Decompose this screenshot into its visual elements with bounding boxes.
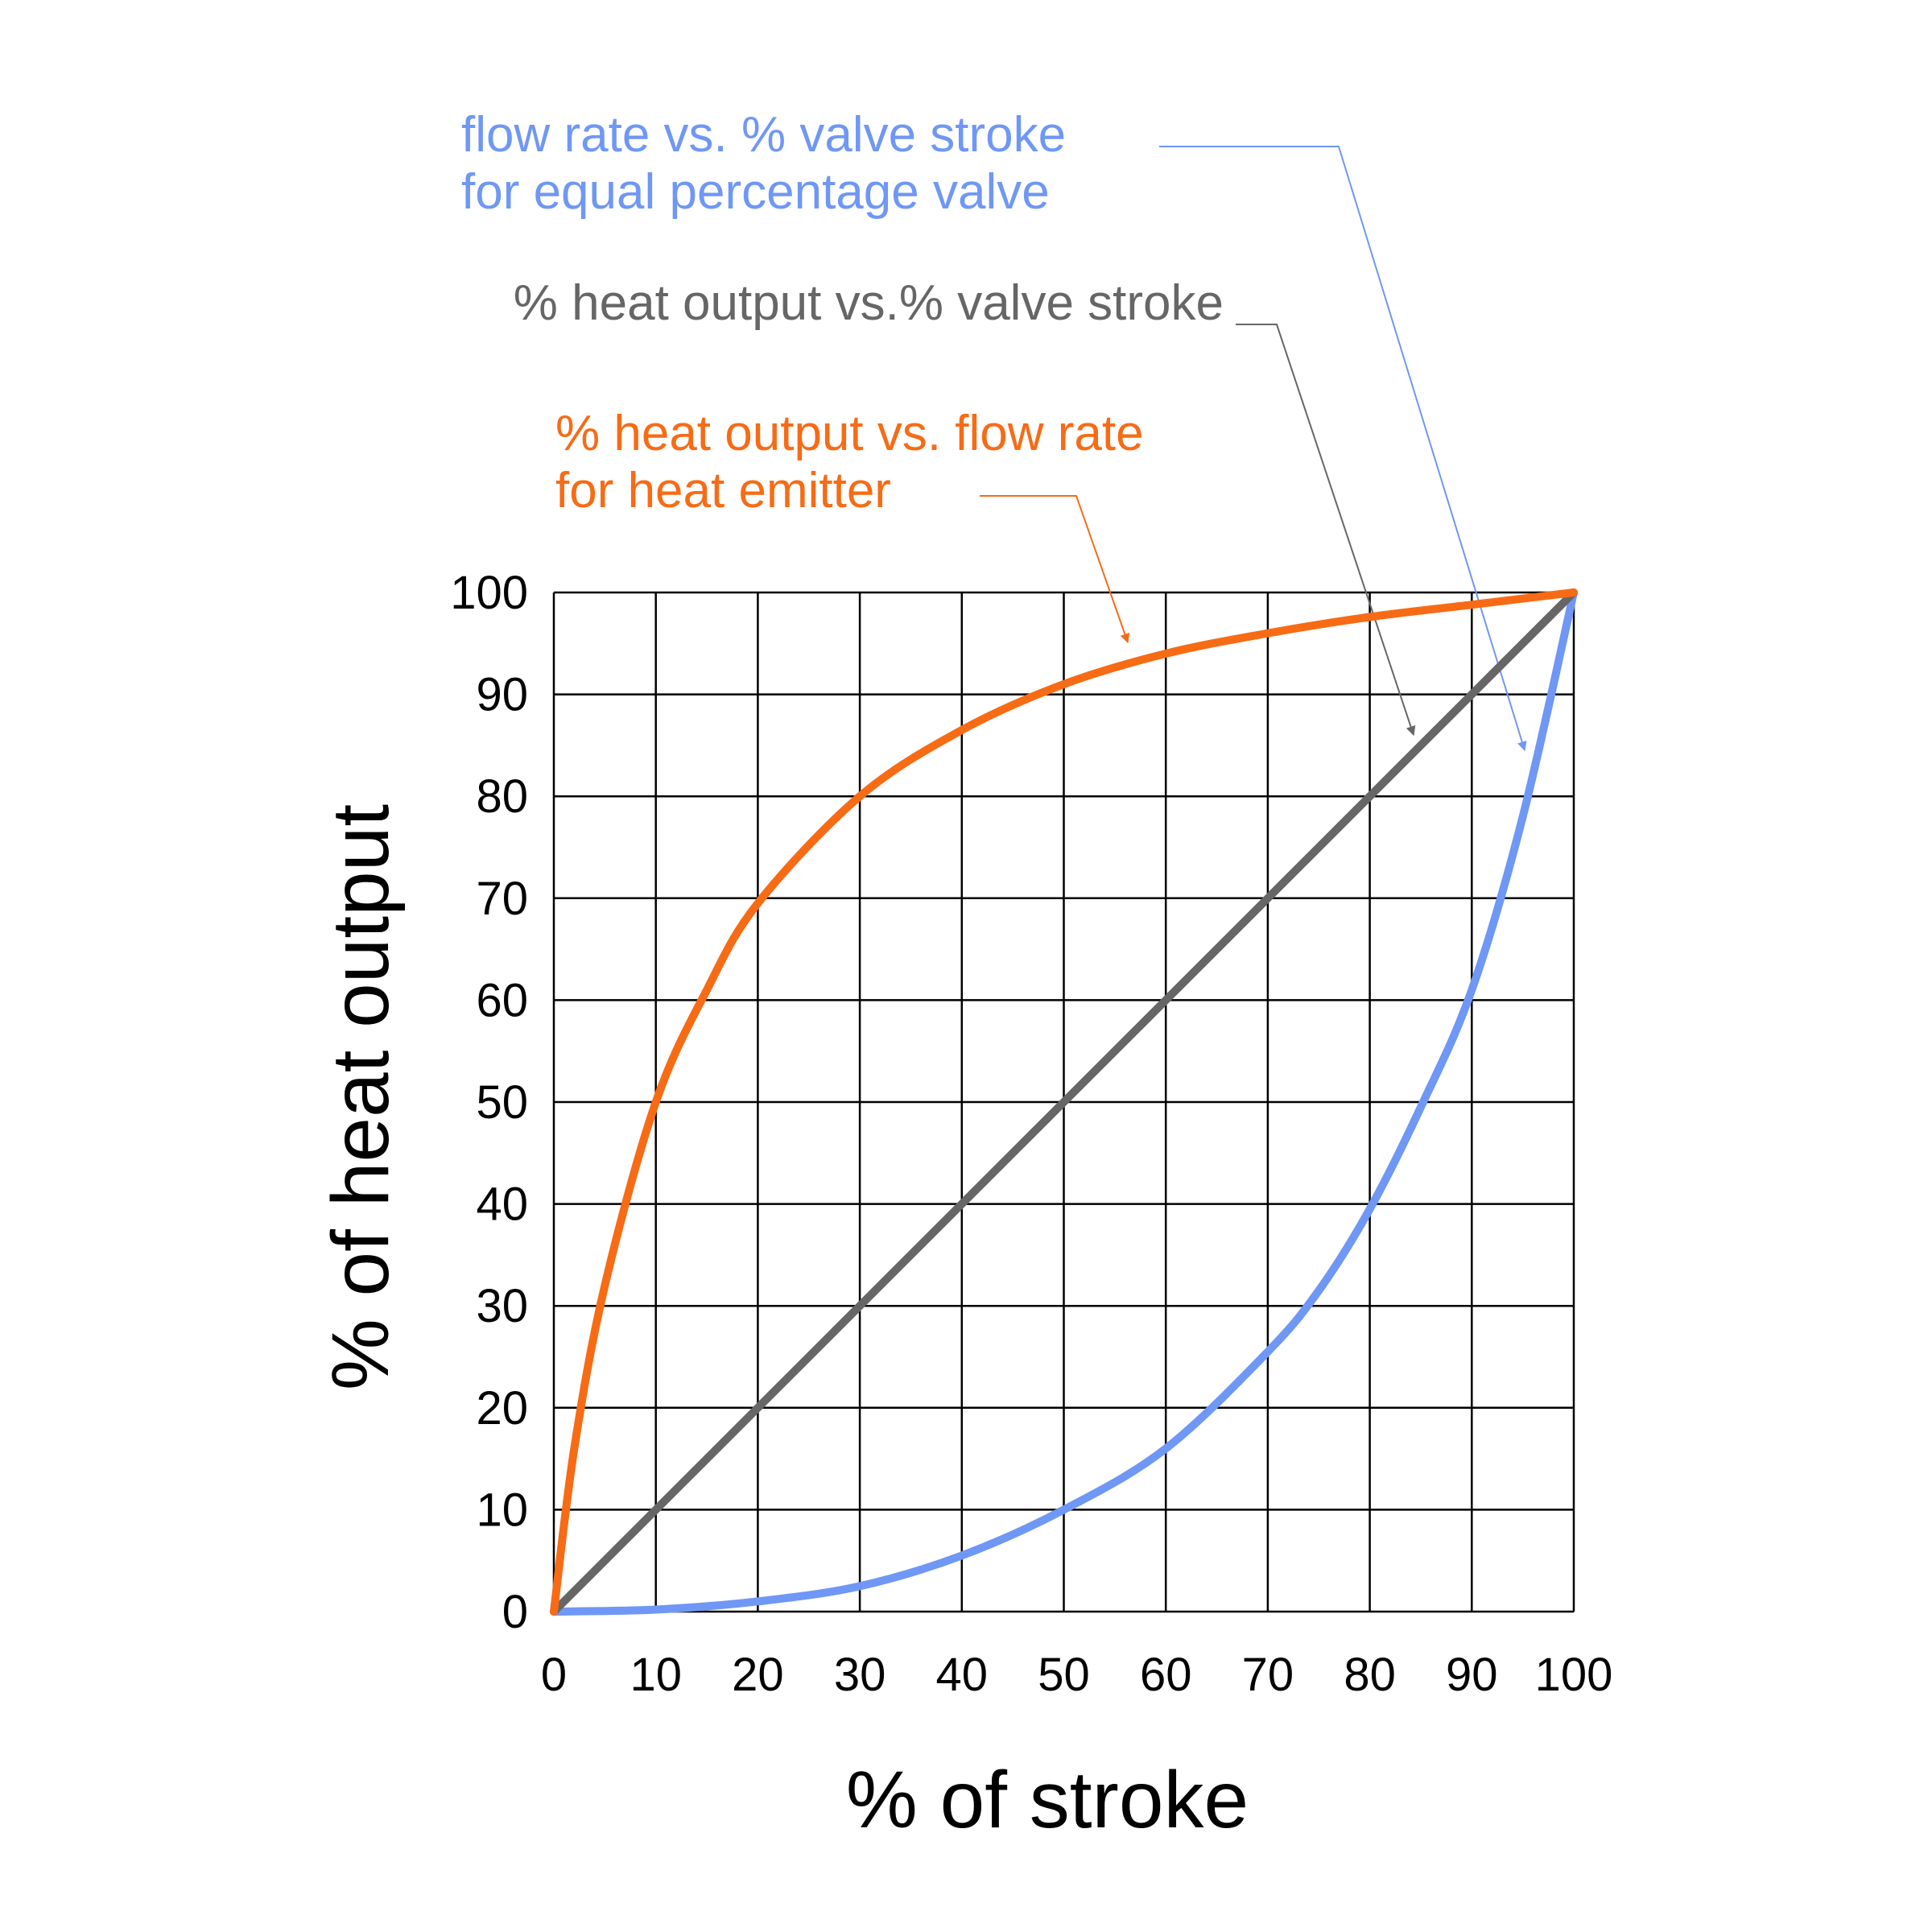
y-tick-label: 60	[476, 974, 528, 1026]
annotation-leader	[1159, 146, 1527, 752]
x-tick-label: 90	[1446, 1649, 1498, 1701]
annotation-leader	[980, 495, 1130, 644]
x-tick-label: 80	[1344, 1649, 1396, 1701]
x-tick-label: 0	[541, 1649, 567, 1701]
x-tick-label: 100	[1535, 1649, 1613, 1701]
data-line	[550, 588, 1578, 1616]
y-axis-title: % of heat output	[316, 804, 406, 1391]
y-tick-label: 90	[476, 669, 528, 721]
y-tick-label: 100	[450, 567, 528, 619]
x-tick-label: 70	[1242, 1649, 1294, 1701]
data-line	[550, 588, 1578, 1616]
y-tick-label: 30	[476, 1280, 528, 1332]
x-tick-label: 60	[1140, 1649, 1192, 1701]
x-tick-label: 20	[732, 1649, 784, 1701]
y-tick-label: 0	[502, 1586, 528, 1638]
x-tick-label: 50	[1038, 1649, 1090, 1701]
annotation-leader	[1236, 324, 1416, 737]
y-tick-label: 80	[476, 770, 528, 823]
x-axis-title: % of stroke	[846, 1755, 1249, 1845]
annotation: flow rate vs. % valve stroke	[461, 107, 1066, 163]
y-tick-label: 40	[476, 1179, 528, 1231]
annotation: % heat output vs.% valve stroke	[514, 275, 1224, 331]
annotation: for equal percentage valve	[461, 164, 1050, 220]
y-tick-label: 20	[476, 1382, 528, 1435]
x-tick-label: 40	[936, 1649, 989, 1701]
y-tick-label: 70	[476, 873, 528, 925]
x-tick-label: 10	[630, 1649, 682, 1701]
y-tick-label: 10	[476, 1484, 528, 1536]
y-tick-label: 50	[476, 1076, 528, 1129]
x-tick-label: 30	[834, 1649, 886, 1701]
annotation: % heat output vs. flow rate	[555, 406, 1144, 461]
data-line	[550, 588, 1578, 1616]
annotation: for heat emitter	[555, 463, 891, 518]
